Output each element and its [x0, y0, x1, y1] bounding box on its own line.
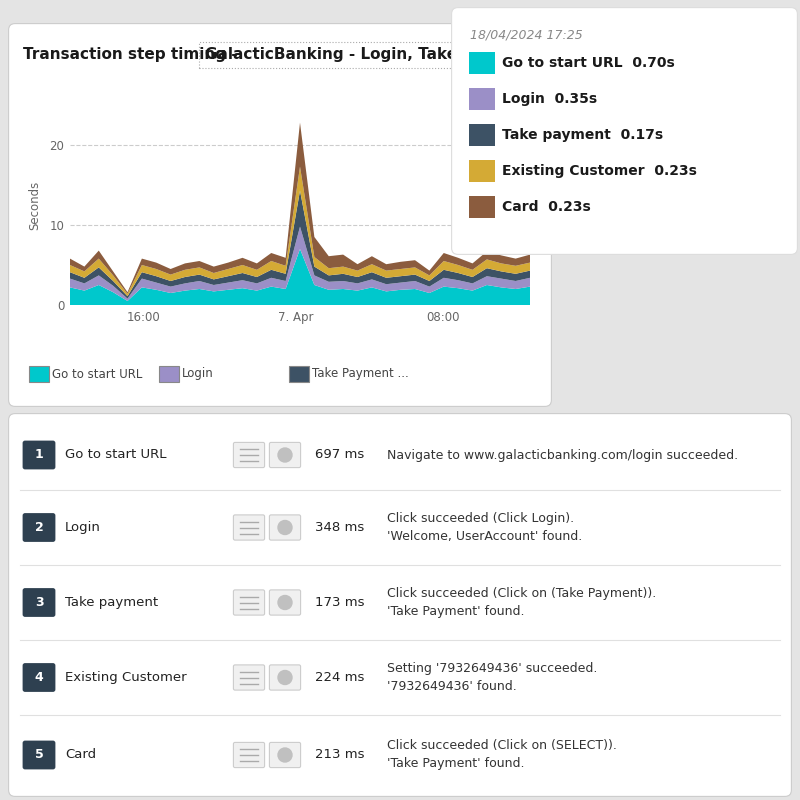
Text: 5: 5	[34, 749, 43, 762]
Text: 18/04/2024 17:25: 18/04/2024 17:25	[470, 29, 582, 42]
Text: Go to start URL: Go to start URL	[52, 367, 142, 381]
Text: Login: Login	[65, 521, 101, 534]
Text: Existing Customer  0.23s: Existing Customer 0.23s	[502, 164, 697, 178]
Text: Go to start URL  0.70s: Go to start URL 0.70s	[502, 56, 674, 70]
Text: 2: 2	[34, 521, 43, 534]
Text: 'Welcome, UserAccount' found.: 'Welcome, UserAccount' found.	[387, 530, 582, 543]
Text: 173 ms: 173 ms	[315, 596, 365, 609]
Text: 213 ms: 213 ms	[315, 749, 365, 762]
Text: 348 ms: 348 ms	[315, 521, 364, 534]
Text: 1: 1	[34, 449, 43, 462]
Text: Existing Customer: Existing Customer	[65, 671, 186, 684]
Text: Card  0.23s: Card 0.23s	[502, 200, 590, 214]
Text: Setting '7932649436' succeeded.: Setting '7932649436' succeeded.	[387, 662, 598, 675]
Text: 'Take Payment' found.: 'Take Payment' found.	[387, 605, 525, 618]
Text: 4: 4	[34, 671, 43, 684]
Text: Login: Login	[182, 367, 214, 381]
Text: Go to start URL: Go to start URL	[65, 449, 166, 462]
Text: Card: Card	[65, 749, 96, 762]
Text: Transaction step timing -: Transaction step timing -	[23, 47, 243, 62]
Text: 3: 3	[34, 596, 43, 609]
Text: Navigate to www.galacticbanking.com/login succeeded.: Navigate to www.galacticbanking.com/logi…	[387, 449, 738, 462]
Text: Login  0.35s: Login 0.35s	[502, 92, 597, 106]
Text: GalacticBanking - Login, Take: GalacticBanking - Login, Take	[205, 47, 457, 62]
Text: Take payment  0.17s: Take payment 0.17s	[502, 128, 663, 142]
Text: '7932649436' found.: '7932649436' found.	[387, 680, 517, 693]
Text: Click succeeded (Click on (Take Payment)).: Click succeeded (Click on (Take Payment)…	[387, 587, 656, 600]
Text: 697 ms: 697 ms	[315, 449, 364, 462]
Text: Click succeeded (Click Login).: Click succeeded (Click Login).	[387, 512, 574, 525]
Text: Take Payment ...: Take Payment ...	[312, 367, 409, 381]
Y-axis label: Seconds: Seconds	[28, 180, 42, 230]
Text: Click succeeded (Click on (SELECT)).: Click succeeded (Click on (SELECT)).	[387, 739, 617, 753]
Text: 'Take Payment' found.: 'Take Payment' found.	[387, 758, 525, 770]
Text: 224 ms: 224 ms	[315, 671, 364, 684]
Text: Take payment: Take payment	[65, 596, 158, 609]
